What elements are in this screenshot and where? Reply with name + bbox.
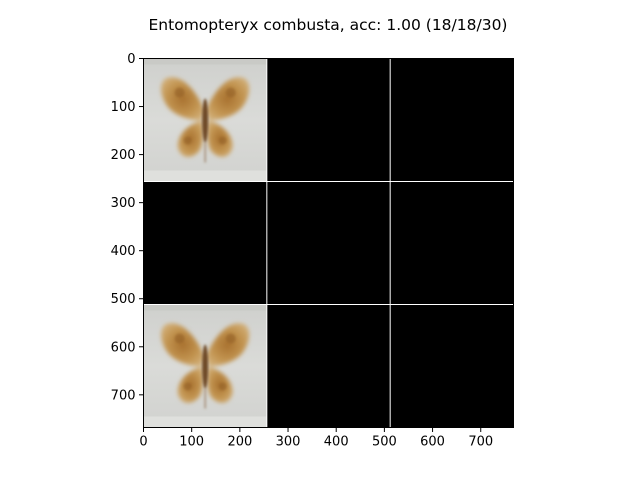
y-tick-label: 200	[111, 148, 136, 163]
x-tick-label: 0	[139, 435, 147, 450]
moth-image-tile	[144, 59, 267, 182]
x-tick-label: 100	[179, 435, 204, 450]
y-tick-label: 100	[111, 100, 136, 115]
y-tick-label: 400	[111, 244, 136, 259]
black-tile	[266, 304, 391, 428]
moth-image-tile	[144, 305, 267, 428]
x-tick-label: 700	[468, 435, 493, 450]
y-tick-label: 700	[111, 388, 136, 403]
y-tick-label: 500	[111, 292, 136, 307]
y-tick-label: 300	[111, 196, 136, 211]
x-tick-label: 400	[324, 435, 349, 450]
black-tile	[266, 181, 391, 305]
y-tick-label: 600	[111, 340, 136, 355]
axes-frame	[143, 58, 514, 428]
x-tick-label: 300	[276, 435, 301, 450]
chart-title: Entomopteryx combusta, acc: 1.00 (18/18/…	[148, 16, 508, 34]
black-tile	[390, 304, 514, 428]
x-tick-label: 200	[227, 435, 252, 450]
black-tile	[390, 181, 514, 305]
black-tile	[390, 58, 514, 182]
x-tick-label: 500	[372, 435, 397, 450]
black-tile	[143, 181, 267, 305]
y-tick-label: 0	[127, 52, 135, 67]
black-tile	[266, 58, 391, 182]
x-tick-label: 600	[420, 435, 445, 450]
